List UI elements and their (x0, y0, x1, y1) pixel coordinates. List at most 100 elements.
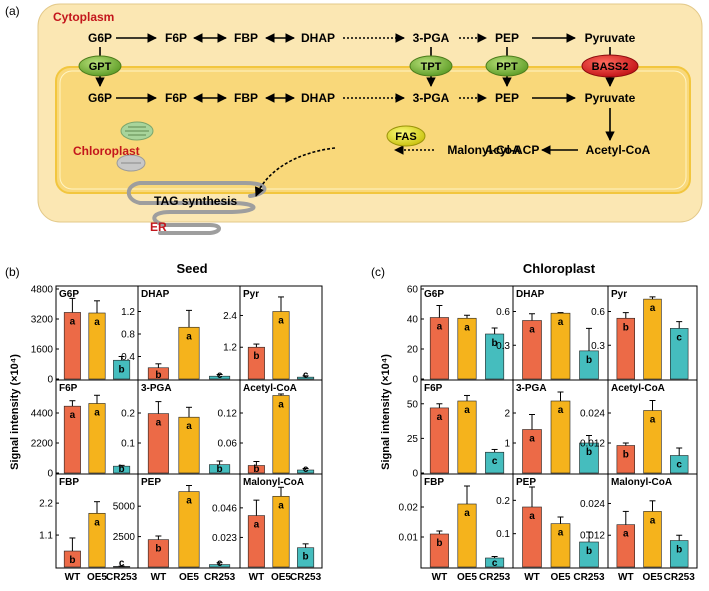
x-category-label: OE5 (642, 572, 662, 583)
significance-letter: a (94, 317, 100, 328)
y-tick-label: 1600 (31, 345, 54, 356)
subplot-title: G6P (424, 289, 444, 300)
significance-letter: a (529, 511, 535, 522)
svg-text:GPT: GPT (89, 61, 112, 73)
subplot-b-3-pga: 3-PGA 0.1 0.2 a a b (121, 379, 241, 475)
svg-text:FAS: FAS (395, 131, 416, 143)
x-category-label: WT (151, 572, 167, 583)
x-category-label: CR253 (204, 572, 236, 583)
subplot-c-3-pga: 3-PGA 1 2 a a b (504, 379, 609, 475)
subplot-c-acetyl-coa: Acetyl-CoA 0.012 0.024 b a c (580, 379, 698, 475)
significance-letter: a (650, 303, 656, 314)
x-category-label: CR253 (573, 572, 605, 583)
plastid-fbp: FBP (234, 91, 258, 105)
significance-letter: b (217, 464, 223, 475)
y-tick-label: 0 (412, 375, 418, 386)
significance-letter: b (119, 464, 125, 475)
significance-letter: b (623, 322, 629, 333)
enzyme-fas: FAS (386, 125, 426, 147)
cyto-dhap: DHAP (301, 31, 335, 45)
subplot-c-f6p: F6P 0 25 50 a a c (407, 379, 514, 480)
transporter-gpt: GPT (78, 55, 122, 77)
svg-text:BASS2: BASS2 (592, 61, 629, 73)
x-category-label: CR253 (290, 572, 322, 583)
y-tick-label: 3200 (31, 315, 54, 326)
subplot-title: DHAP (516, 289, 545, 300)
panel-b-title: Seed (176, 261, 207, 276)
chloroplast-icon (116, 121, 154, 172)
x-category-label: WT (249, 572, 265, 583)
subplot-frame (607, 473, 698, 569)
y-tick-label: 5000 (113, 502, 136, 513)
plastid-pyruvate: Pyruvate (585, 91, 636, 105)
y-tick-label: 0.2 (121, 409, 135, 420)
plastid-acetyl-coa: Acetyl-CoA (586, 143, 651, 157)
y-tick-label: 0.12 (218, 409, 238, 420)
y-tick-label: 20 (407, 345, 419, 356)
cyto-pep: PEP (495, 31, 519, 45)
subplot-title: FBP (424, 477, 444, 488)
significance-letter: a (186, 496, 192, 507)
panel-c: (c) Chloroplast Signal intensity (×10⁴) … (371, 261, 698, 583)
significance-letter: a (650, 415, 656, 426)
svg-text:TPT: TPT (421, 61, 442, 73)
chloroplast-inner-membrane (59, 70, 687, 190)
panel-b: (b) Seed Signal intensity (×10⁴) G6P 0 160… (5, 261, 323, 583)
significance-letter: a (278, 500, 284, 511)
subplot-title: F6P (424, 383, 443, 394)
significance-letter: a (623, 529, 629, 540)
y-tick-label: 0.4 (121, 352, 135, 363)
y-tick-label: 4800 (31, 285, 54, 296)
y-tick-label: 1.1 (39, 531, 53, 542)
y-tick-label: 0.6 (496, 307, 510, 318)
significance-letter: c (303, 370, 309, 381)
significance-letter: a (70, 410, 76, 421)
x-category-label: CR253 (106, 572, 138, 583)
cyto-pyruvate: Pyruvate (585, 31, 636, 45)
significance-letter: a (529, 434, 535, 445)
subplot-c-malonyl-coa: Malonyl-CoA 0.012 0.024 a a b WT OE5 CR253 (580, 473, 698, 583)
significance-letter: c (217, 370, 223, 381)
subplot-b-f6p: F6P 0 2200 4400 a a b (31, 379, 139, 480)
subplot-title: PEP (141, 477, 161, 488)
significance-letter: b (676, 545, 682, 556)
subplot-c-fbp: FBP 0.01 0.02 b a c WT OE5 CR253 (399, 473, 514, 583)
y-tick-label: 0 (47, 469, 53, 480)
significance-letter: c (303, 464, 309, 475)
cytoplasm-label: Cytoplasm (53, 10, 114, 24)
y-tick-label: 4400 (31, 409, 54, 420)
subplot-c-g6p: G6P 0 20 40 60 a a b (407, 285, 514, 386)
tag-synthesis-label: TAG synthesis (154, 194, 237, 208)
significance-letter: b (436, 538, 442, 549)
subplot-title: Pyr (611, 289, 627, 300)
x-category-label: OE5 (550, 572, 570, 583)
y-tick-label: 2500 (113, 532, 136, 543)
chloroplast-label: Chloroplast (73, 144, 140, 158)
cyto-f6p: F6P (165, 31, 187, 45)
significance-letter: a (254, 520, 260, 531)
significance-letter: c (217, 558, 223, 569)
significance-letter: a (186, 421, 192, 432)
y-tick-label: 1.2 (121, 307, 135, 318)
significance-letter: a (464, 405, 470, 416)
er-label: ER (150, 220, 167, 234)
y-tick-label: 0.023 (212, 533, 237, 544)
significance-letter: c (119, 558, 125, 569)
y-tick-label: 0.3 (496, 341, 510, 352)
significance-letter: b (623, 450, 629, 461)
significance-letter: c (676, 332, 682, 343)
plastid-3pga: 3-PGA (413, 91, 450, 105)
transporter-bass2: BASS2 (581, 54, 639, 78)
y-tick-label: 0.01 (399, 533, 419, 544)
subplot-title: 3-PGA (141, 383, 172, 394)
plastid-g6p: G6P (88, 91, 112, 105)
subplot-c-pyr: Pyr 0.3 0.6 b a c (591, 285, 698, 381)
significance-letter: c (676, 460, 682, 471)
subplot-b-g6p: G6P 0 1600 3200 4800 a a b (31, 285, 139, 386)
cyto-g6p: G6P (88, 31, 112, 45)
significance-letter: b (492, 338, 498, 349)
significance-letter: a (94, 407, 100, 418)
significance-letter: b (69, 555, 75, 566)
subplot-title: F6P (59, 383, 78, 394)
